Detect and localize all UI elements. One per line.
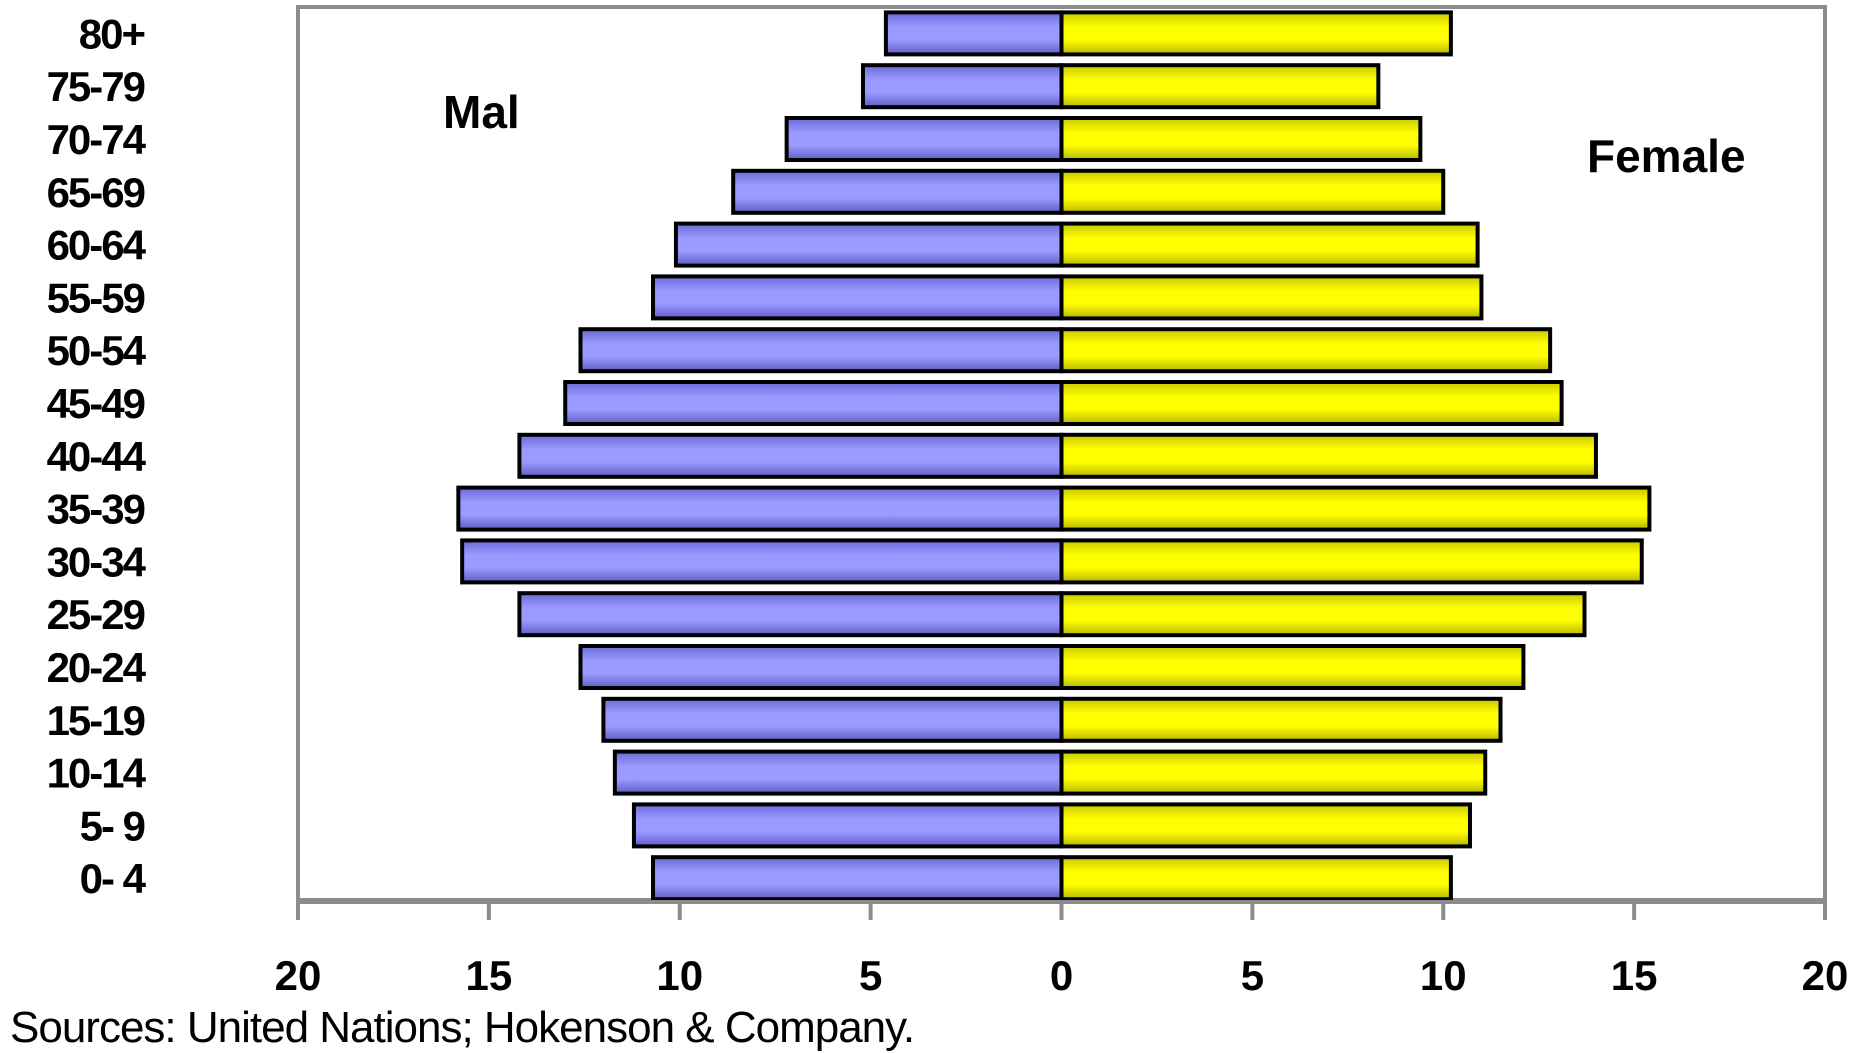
bar-male-80+ [883, 10, 1064, 57]
bar-female-45-49 [1059, 380, 1564, 426]
bar-female-30-34 [1059, 538, 1644, 585]
bar-male-15-19 [601, 696, 1064, 743]
y-tick-label: 75-79 [47, 63, 145, 110]
x-axis-ticks: 20 15 10 5 0 5 10 15 20 [275, 902, 1849, 999]
y-tick-label: 15-19 [47, 697, 145, 744]
source-note: Sources: United Nations; Hokenson & Comp… [10, 1003, 915, 1052]
y-tick-label: 20-24 [47, 644, 147, 691]
y-axis-ticks: 0- 4 5- 9 10-14 15-19 20-24 25-29 30-34 35-39 40… [47, 10, 149, 902]
y-tick-label: 60-64 [47, 222, 147, 269]
bar-male-65-69 [731, 168, 1064, 215]
bar-male-20-24 [578, 644, 1064, 690]
y-tick-label: 0- 4 [80, 855, 147, 902]
x-tick-label: 5 [1241, 952, 1264, 999]
x-tick-label: 5 [859, 952, 882, 999]
y-tick-label: 10-14 [47, 750, 147, 797]
bar-female-15-19 [1059, 696, 1503, 743]
x-tick-label: 10 [1420, 952, 1467, 999]
x-tick-label: 0 [1050, 952, 1073, 999]
bar-male-5-9 [631, 802, 1064, 849]
bar-female-25-29 [1059, 591, 1587, 638]
bar-female-10-14 [1059, 749, 1488, 796]
y-tick-label: 40-44 [47, 433, 147, 480]
bar-female-65-69 [1059, 168, 1446, 215]
bar-male-70-74 [784, 116, 1064, 162]
bar-male-75-79 [860, 63, 1064, 110]
bar-male-30-34 [460, 538, 1064, 585]
series-label-male: Mal [443, 86, 520, 138]
bar-male-60-64 [673, 221, 1064, 268]
x-tick-label: 20 [275, 952, 322, 999]
bar-female-75-79 [1059, 63, 1381, 110]
bar-male-55-59 [651, 274, 1064, 321]
y-tick-label: 25-29 [47, 591, 145, 638]
bar-female-5-9 [1059, 802, 1472, 849]
y-tick-label: 70-74 [47, 116, 147, 163]
y-tick-label: 50-54 [47, 327, 147, 374]
y-tick-label: 80+ [79, 10, 145, 57]
x-tick-label: 10 [656, 952, 703, 999]
series-label-female: Female [1587, 130, 1746, 182]
x-tick-label: 15 [1611, 952, 1658, 999]
bars-group [456, 10, 1652, 902]
y-tick-label: 65-69 [47, 169, 145, 216]
y-tick-label: 5- 9 [80, 802, 145, 849]
bar-male-45-49 [563, 380, 1064, 426]
y-tick-label: 55-59 [47, 274, 145, 321]
bar-male-40-44 [517, 432, 1064, 479]
bar-male-25-29 [517, 591, 1064, 638]
bar-female-60-64 [1059, 221, 1480, 268]
bar-male-0-4 [651, 855, 1064, 902]
bar-female-35-39 [1059, 485, 1652, 532]
x-tick-label: 20 [1802, 952, 1849, 999]
bar-female-50-54 [1059, 327, 1553, 374]
bar-female-55-59 [1059, 274, 1484, 321]
bar-male-10-14 [612, 749, 1064, 796]
x-tick-label: 15 [466, 952, 513, 999]
bar-female-70-74 [1059, 116, 1423, 162]
bar-female-80+ [1059, 10, 1453, 57]
y-tick-label: 30-34 [47, 538, 147, 585]
bar-female-40-44 [1059, 432, 1598, 479]
bar-male-50-54 [578, 327, 1064, 374]
bar-male-35-39 [456, 485, 1064, 532]
y-tick-label: 35-39 [47, 486, 145, 533]
bar-female-0-4 [1059, 855, 1453, 902]
y-tick-label: 45-49 [47, 380, 145, 427]
bar-female-20-24 [1059, 644, 1526, 690]
